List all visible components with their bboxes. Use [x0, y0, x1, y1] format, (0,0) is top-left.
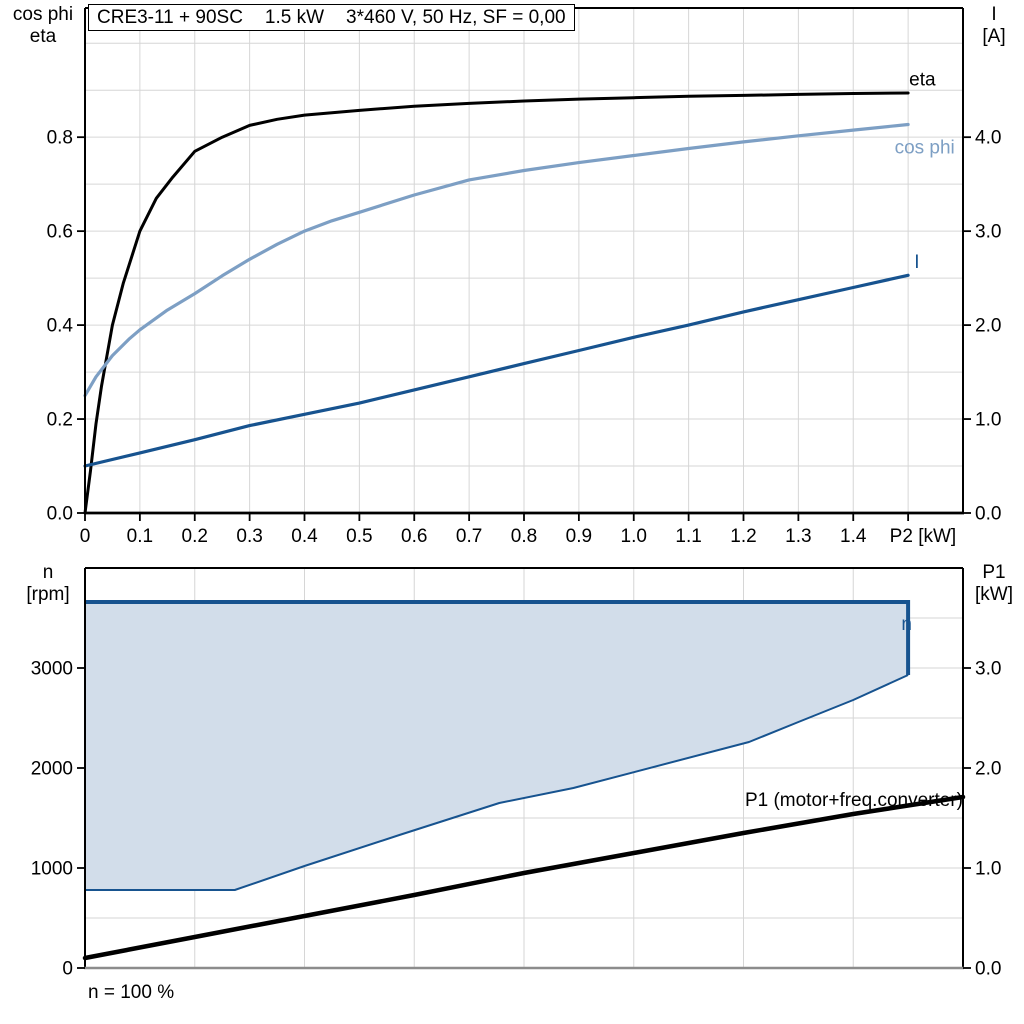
top-left-axis-title: cos phi eta — [12, 4, 74, 47]
I-curve — [83, 273, 910, 468]
y-left-tick-label: 1000 — [31, 859, 73, 880]
x-tick-label: 1.4 — [840, 526, 867, 547]
bottom-left-axis-title: n [rpm] — [26, 562, 70, 605]
y-right-tick-label: 0.0 — [975, 504, 1001, 525]
y-left-tick-label: 0.6 — [47, 222, 73, 243]
x-axis-unit-label: P2 [kW] — [890, 526, 957, 547]
x-tick-label: 1.0 — [621, 526, 647, 547]
y-left-tick-label: 2000 — [31, 759, 73, 780]
y-left-tick-label: 0.0 — [47, 504, 73, 525]
y-right-tick-label: 3.0 — [975, 659, 1001, 680]
x-tick-label: 0.6 — [401, 526, 427, 547]
x-tick-label: 0.8 — [511, 526, 537, 547]
eta-curve-label: eta — [909, 70, 936, 91]
cos phi-curve — [83, 122, 910, 398]
pump-model: CRE3-11 + 90SC — [97, 7, 243, 28]
I-curve-label: I — [914, 252, 919, 273]
n-operating-range-fill — [85, 602, 909, 890]
top-right-axis-title: I [A] — [982, 4, 1006, 47]
y-left-tick-label: 0.2 — [47, 410, 73, 431]
cos phi-curve-label: cos phi — [895, 138, 955, 159]
y-left-tick-label: 3000 — [31, 659, 73, 680]
n-operating-range-min-border — [85, 674, 909, 891]
x-tick-label: 1.3 — [785, 526, 811, 547]
x-tick-label: 0.5 — [346, 526, 372, 547]
supply-conditions: 3*460 V, 50 Hz, SF = 0,00 — [346, 7, 566, 28]
y-left-tick-label: 0 — [62, 959, 73, 980]
x-tick-label: 0.7 — [456, 526, 482, 547]
eta-curve — [83, 91, 910, 515]
speed-percentage-note: n = 100 % — [88, 982, 175, 1003]
n-operating-range-max-border — [85, 600, 911, 675]
y-left-tick-label: 0.8 — [47, 128, 73, 149]
x-tick-label: 0.4 — [291, 526, 318, 547]
x-tick-label: 1.1 — [675, 526, 701, 547]
n-region-label: n — [901, 614, 912, 635]
y-right-tick-label: 4.0 — [975, 128, 1001, 149]
y-right-tick-label: 3.0 — [975, 222, 1001, 243]
x-tick-label: 0.1 — [127, 526, 153, 547]
y-right-tick-label: 1.0 — [975, 859, 1001, 880]
y-left-tick-label: 0.4 — [47, 316, 74, 337]
rated-power: 1.5 kW — [264, 7, 325, 28]
bottom-right-axis-title: P1 [kW] — [975, 562, 1013, 605]
y-right-tick-label: 0.0 — [975, 959, 1001, 980]
y-right-tick-label: 1.0 — [975, 410, 1001, 431]
x-tick-label: 0.2 — [182, 526, 208, 547]
P1 (motor+freq.converter)-curve-label: P1 (motor+freq.converter) — [745, 790, 963, 811]
x-tick-label: 1.2 — [730, 526, 756, 547]
x-tick-label: 0.9 — [566, 526, 592, 547]
chart-title-box: CRE3-11 + 90SC 1.5 kW 3*460 V, 50 Hz, SF =… — [88, 4, 575, 31]
y-right-tick-label: 2.0 — [975, 316, 1001, 337]
y-right-tick-label: 2.0 — [975, 759, 1001, 780]
x-tick-label: 0 — [80, 526, 91, 547]
P1 (motor+freq.converter)-curve — [82, 794, 966, 961]
x-tick-label: 0.3 — [236, 526, 262, 547]
